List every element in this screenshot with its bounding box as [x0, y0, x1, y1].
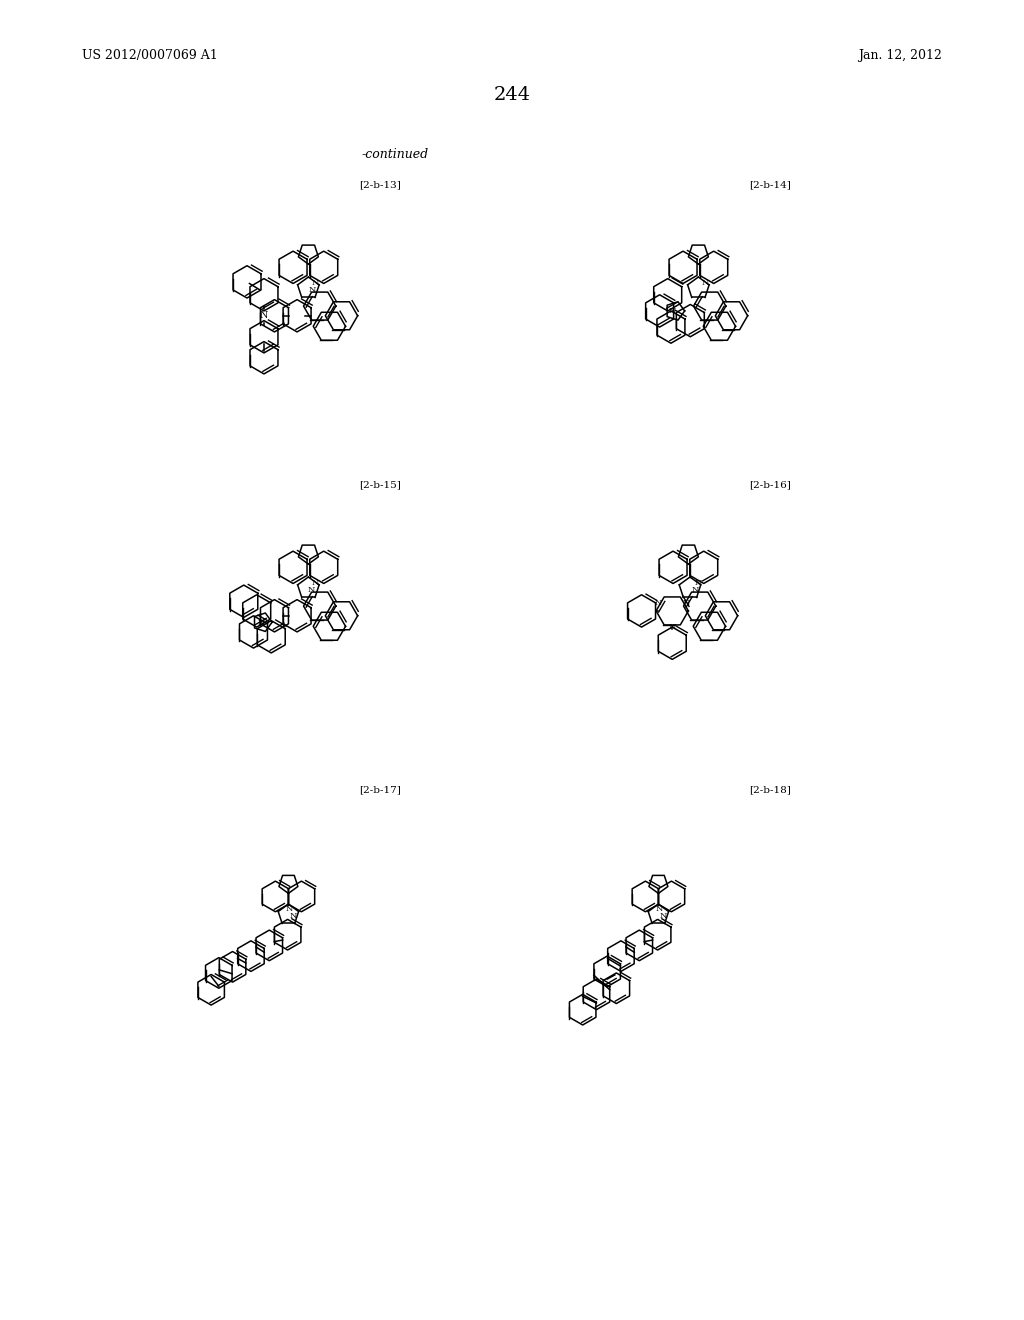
Text: [2-b-16]: [2-b-16] [750, 480, 791, 490]
Text: N: N [655, 906, 663, 913]
Text: [2-b-17]: [2-b-17] [359, 785, 401, 795]
Text: US 2012/0007069 A1: US 2012/0007069 A1 [82, 49, 218, 62]
Text: [2-b-13]: [2-b-13] [359, 181, 401, 190]
Text: -continued: -continued [361, 149, 429, 161]
Text: N: N [258, 619, 265, 627]
Text: N: N [312, 578, 319, 586]
Text: N: N [683, 599, 690, 607]
Text: N: N [260, 312, 268, 321]
Text: N: N [290, 912, 297, 920]
Text: N: N [659, 912, 667, 920]
Text: N: N [654, 599, 662, 607]
Text: N: N [691, 586, 698, 594]
Text: N: N [694, 579, 701, 587]
Text: [2-b-18]: [2-b-18] [750, 785, 791, 795]
Text: N: N [309, 286, 316, 294]
Text: N: N [669, 623, 676, 631]
Text: N: N [286, 906, 293, 913]
Text: N: N [308, 586, 315, 594]
Text: 244: 244 [494, 86, 530, 104]
Text: [2-b-14]: [2-b-14] [750, 181, 791, 190]
Text: [2-b-15]: [2-b-15] [359, 480, 401, 490]
Text: N: N [702, 279, 710, 286]
Text: N: N [669, 308, 676, 315]
Text: N: N [312, 279, 319, 286]
Text: Jan. 12, 2012: Jan. 12, 2012 [858, 49, 942, 62]
